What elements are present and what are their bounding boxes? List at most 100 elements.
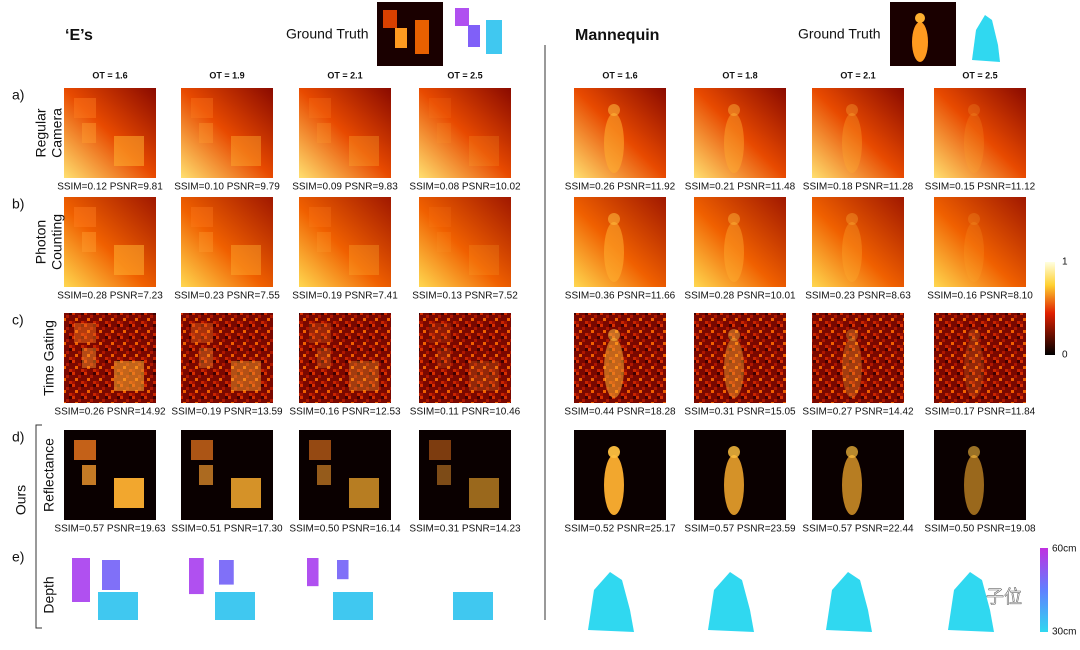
depth-colorbar-min: 30cm: [1052, 627, 1076, 638]
image: [181, 88, 273, 178]
column-header: OT = 2.1: [840, 70, 875, 80]
row-label: Depth: [41, 576, 57, 613]
row-label: Photon: [33, 220, 49, 264]
image-feature: [199, 123, 213, 143]
row-label: Regular: [33, 108, 49, 157]
image-feature: [114, 245, 144, 275]
caption: SSIM=0.16 PSNR=12.53: [289, 407, 401, 418]
image-feature: [842, 338, 862, 398]
image-feature: [608, 446, 620, 458]
column-header: OT = 2.1: [327, 70, 362, 80]
image-feature: [968, 446, 980, 458]
image-feature: [82, 348, 96, 368]
row-letter: d): [12, 429, 24, 445]
image-feature: [846, 213, 858, 225]
image-feature: [604, 222, 624, 282]
caption: SSIM=0.44 PSNR=18.28: [564, 407, 676, 418]
image-feature: [309, 440, 331, 460]
image: [419, 88, 511, 178]
depth-feature: [219, 560, 234, 585]
caption: SSIM=0.08 PSNR=10.02: [409, 182, 521, 193]
caption: SSIM=0.12 PSNR=9.81: [57, 182, 163, 193]
caption: SSIM=0.18 PSNR=11.28: [803, 182, 914, 193]
image-feature: [349, 361, 379, 391]
image-feature: [309, 207, 331, 227]
image: [419, 313, 511, 403]
image-feature: [724, 222, 744, 282]
caption: SSIM=0.26 PSNR=14.92: [54, 407, 166, 418]
image-feature: [231, 136, 261, 166]
image-feature: [846, 446, 858, 458]
image: [694, 197, 786, 287]
caption: SSIM=0.13 PSNR=7.52: [412, 291, 518, 302]
image-feature: [724, 113, 744, 173]
caption: SSIM=0.57 PSNR=23.59: [684, 524, 796, 535]
image-feature: [309, 98, 331, 118]
image-feature: [728, 329, 740, 341]
image-feature: [437, 465, 451, 485]
depth-feature: [215, 592, 255, 620]
image-feature: [604, 113, 624, 173]
caption: SSIM=0.17 PSNR=11.84: [925, 407, 1036, 418]
image: [934, 313, 1026, 403]
image-feature: [724, 455, 744, 515]
image-feature: [968, 213, 980, 225]
image: [299, 88, 391, 178]
image-feature: [191, 98, 213, 118]
caption: SSIM=0.11 PSNR=10.46: [410, 407, 521, 418]
colorbar-max: 1: [1062, 257, 1068, 268]
depth-feature: [307, 558, 319, 587]
caption: SSIM=0.57 PSNR=19.63: [54, 524, 166, 535]
row-letter: b): [12, 196, 24, 212]
depth-feature: [337, 560, 349, 580]
depth-colorbar-max: 60cm: [1052, 544, 1076, 555]
row-letter: c): [12, 312, 24, 328]
depth-feature: [102, 560, 120, 590]
depth-feature: [453, 592, 493, 620]
depth-feature: [72, 558, 90, 602]
image-feature: [82, 465, 96, 485]
image-feature: [317, 465, 331, 485]
image: [181, 313, 273, 403]
row-letter: e): [12, 549, 24, 565]
image: [934, 88, 1026, 178]
caption: SSIM=0.57 PSNR=22.44: [802, 524, 914, 535]
image: [299, 313, 391, 403]
image-feature: [199, 232, 213, 252]
caption: SSIM=0.31 PSNR=14.23: [409, 524, 521, 535]
image-feature: [429, 207, 451, 227]
panel-title: Mannequin: [575, 27, 659, 44]
image: [812, 197, 904, 287]
column-header: OT = 2.5: [447, 70, 482, 80]
image-feature: [608, 104, 620, 116]
depth-feature: [333, 592, 373, 620]
caption: SSIM=0.23 PSNR=7.55: [174, 291, 280, 302]
image-feature: [608, 329, 620, 341]
image-feature: [231, 478, 261, 508]
caption: SSIM=0.21 PSNR=11.48: [685, 182, 796, 193]
image-feature: [349, 245, 379, 275]
caption: SSIM=0.27 PSNR=14.42: [802, 407, 914, 418]
row-label: Time Gating: [41, 320, 57, 396]
image-feature: [728, 213, 740, 225]
image-feature: [964, 222, 984, 282]
image-feature: [846, 329, 858, 341]
caption: SSIM=0.28 PSNR=7.23: [57, 291, 163, 302]
image-feature: [842, 222, 862, 282]
image-feature: [74, 98, 96, 118]
image: [694, 313, 786, 403]
image-feature: [429, 440, 451, 460]
column-header: OT = 1.6: [602, 70, 637, 80]
ground-truth-label: Ground Truth: [798, 26, 881, 42]
caption: SSIM=0.28 PSNR=10.01: [684, 291, 796, 302]
image: [812, 88, 904, 178]
image-feature: [349, 136, 379, 166]
image-feature: [317, 232, 331, 252]
column-header: OT = 1.9: [209, 70, 244, 80]
caption: SSIM=0.50 PSNR=16.14: [289, 524, 401, 535]
image-feature: [968, 104, 980, 116]
image-feature: [728, 446, 740, 458]
caption: SSIM=0.09 PSNR=9.83: [292, 182, 398, 193]
image-feature: [604, 338, 624, 398]
